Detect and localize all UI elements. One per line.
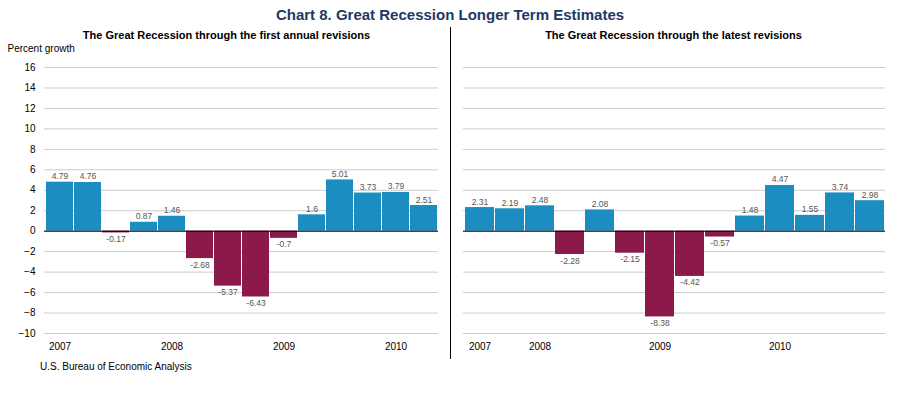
svg-text:2007: 2007 — [468, 341, 491, 352]
svg-text:4.79: 4.79 — [51, 171, 68, 181]
html-text:The Great Recession through th: The Great Recession through the first an… — [82, 29, 371, 41]
svg-text:2.98: 2.98 — [861, 190, 878, 200]
html-text:Chart 8. Great Recession Longe: Chart 8. Great Recession Longer Term Est… — [275, 6, 625, 23]
svg-text:2.31: 2.31 — [471, 197, 488, 207]
svg-text:Percent growth: Percent growth — [7, 43, 74, 54]
svg-text:-0.17: -0.17 — [106, 234, 126, 244]
svg-text:2.48: 2.48 — [531, 195, 548, 205]
svg-text:2010: 2010 — [384, 341, 407, 352]
svg-text:2008: 2008 — [528, 341, 551, 352]
svg-text:−8: −8 — [24, 307, 36, 318]
svg-text:-0.57: -0.57 — [710, 238, 730, 248]
svg-text:1.6: 1.6 — [306, 204, 318, 214]
svg-text:-8.38: -8.38 — [650, 318, 670, 328]
svg-text:10: 10 — [24, 123, 36, 134]
svg-text:−4: −4 — [24, 266, 36, 277]
svg-text:−2: −2 — [24, 246, 36, 257]
svg-text:0: 0 — [29, 225, 35, 236]
svg-text:−10: −10 — [18, 328, 35, 339]
svg-text:-0.7: -0.7 — [276, 239, 291, 249]
svg-text:2.08: 2.08 — [591, 199, 608, 209]
svg-text:-2.15: -2.15 — [620, 254, 640, 264]
svg-text:−6: −6 — [24, 287, 36, 298]
html-text:The Great Recession through th: The Great Recession through the latest r… — [545, 29, 802, 41]
svg-text:1.55: 1.55 — [801, 204, 818, 214]
svg-text:2009: 2009 — [272, 341, 295, 352]
svg-text:0.87: 0.87 — [135, 211, 152, 221]
svg-text:12: 12 — [24, 103, 36, 114]
svg-text:1.48: 1.48 — [741, 205, 758, 215]
svg-text:2008: 2008 — [160, 341, 183, 352]
svg-text:-6.43: -6.43 — [246, 298, 266, 308]
svg-text:-2.28: -2.28 — [560, 256, 580, 266]
svg-text:8: 8 — [29, 144, 35, 155]
svg-text:2.19: 2.19 — [501, 198, 518, 208]
svg-text:5.01: 5.01 — [331, 169, 348, 179]
svg-text:-5.37: -5.37 — [218, 287, 238, 297]
svg-text:2: 2 — [29, 205, 35, 216]
svg-text:2007: 2007 — [48, 341, 71, 352]
svg-text:6: 6 — [29, 164, 35, 175]
svg-text:-2.68: -2.68 — [190, 260, 210, 270]
svg-text:2010: 2010 — [768, 341, 791, 352]
svg-text:4.76: 4.76 — [79, 171, 96, 181]
svg-text:3.74: 3.74 — [831, 182, 848, 192]
svg-text:2009: 2009 — [648, 341, 671, 352]
svg-text:-4.42: -4.42 — [680, 277, 700, 287]
svg-text:3.79: 3.79 — [387, 181, 404, 191]
svg-text:2.51: 2.51 — [415, 195, 432, 205]
svg-text:3.73: 3.73 — [359, 182, 376, 192]
svg-text:4: 4 — [29, 184, 35, 195]
svg-text:16: 16 — [24, 62, 36, 73]
svg-text:14: 14 — [24, 82, 36, 93]
svg-text:1.46: 1.46 — [163, 205, 180, 215]
html-text:U.S. Bureau of Economic Analys: U.S. Bureau of Economic Analysis — [40, 361, 192, 372]
svg-text:4.47: 4.47 — [771, 174, 788, 184]
